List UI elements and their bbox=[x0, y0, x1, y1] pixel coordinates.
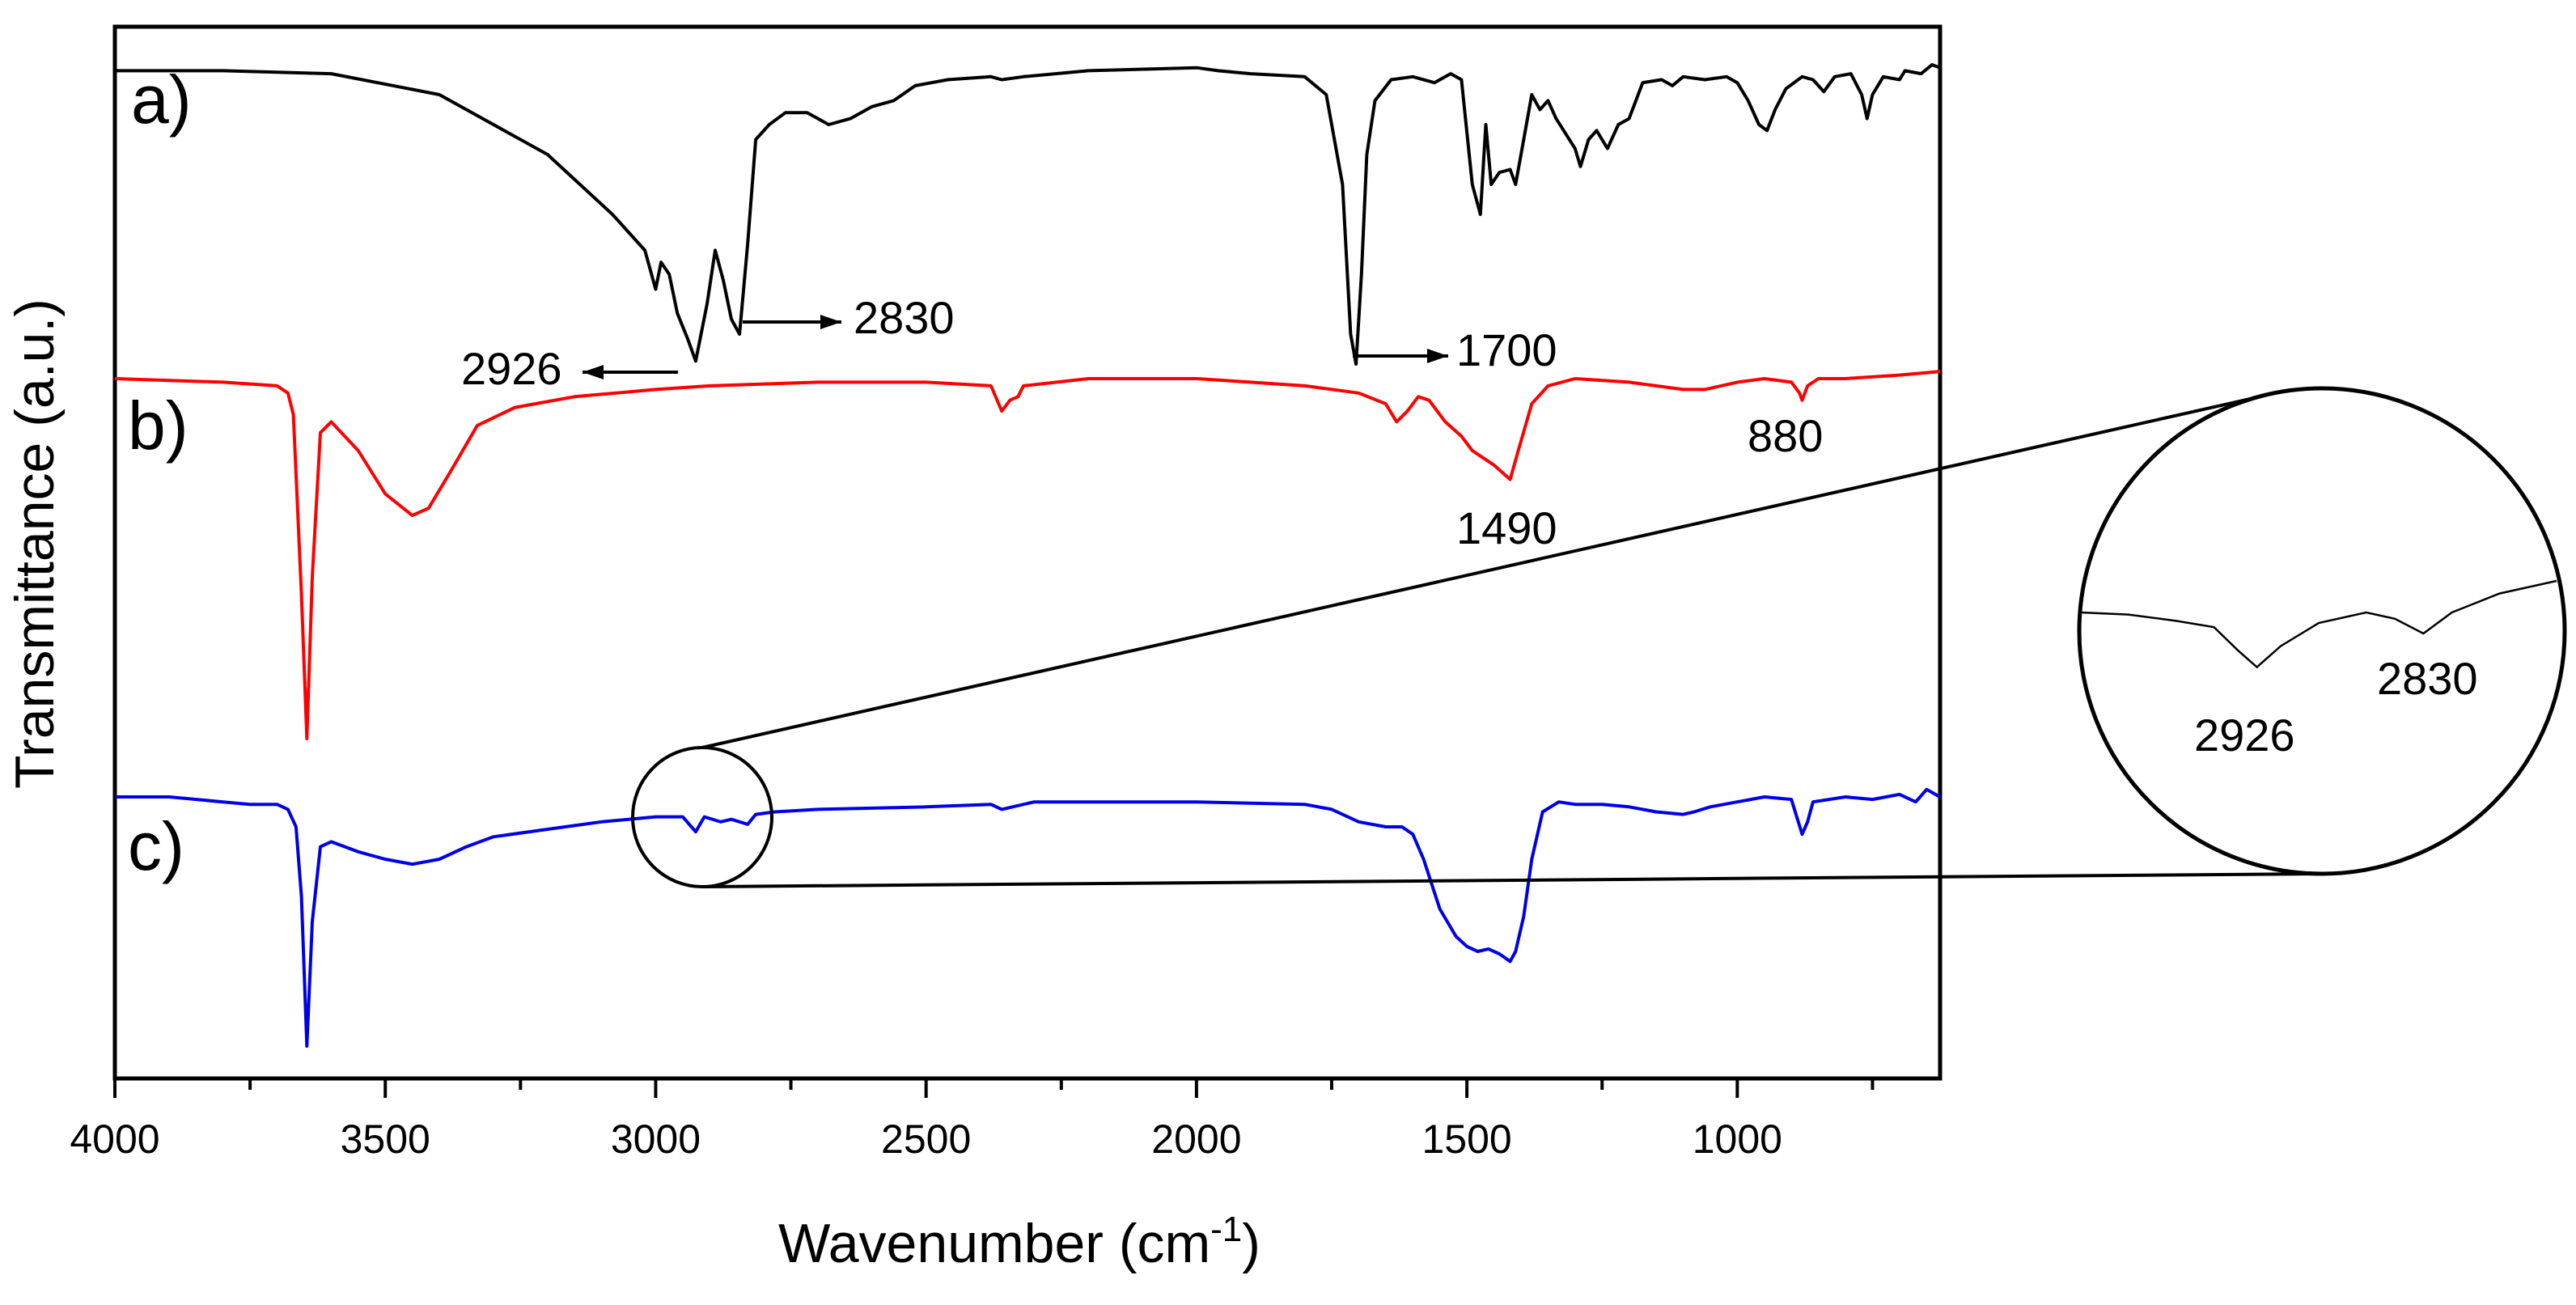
zoom-connector-bottom bbox=[701, 872, 2323, 888]
peak-label-880: 880 bbox=[1748, 410, 1823, 461]
zoom-connector-top bbox=[701, 388, 2290, 749]
peak-arrow-head bbox=[820, 315, 841, 329]
inset-line bbox=[2080, 579, 2557, 669]
plot-frame bbox=[112, 24, 1943, 1081]
series-group: a) b) c) bbox=[114, 61, 1941, 1048]
peak-arrow-head bbox=[1427, 349, 1448, 363]
series-label: c) bbox=[128, 808, 184, 884]
x-tick-label: 1500 bbox=[1421, 1116, 1511, 1162]
peak-label-1490: 1490 bbox=[1456, 502, 1557, 553]
inset-zoom: 2926 2830 bbox=[631, 386, 2567, 888]
series-label: b) bbox=[128, 388, 189, 464]
x-tick-label: 3500 bbox=[341, 1116, 430, 1162]
inset-label-2926: 2926 bbox=[2194, 710, 2295, 761]
plot-area bbox=[112, 24, 1943, 1081]
x-tick-label: 2500 bbox=[881, 1116, 971, 1162]
series-line-1 bbox=[114, 370, 1941, 740]
peak-label-2926: 2926 bbox=[461, 343, 562, 394]
x-tick-label: 4000 bbox=[70, 1116, 159, 1162]
peak-arrow-head bbox=[583, 365, 604, 379]
y-axis-title: Transmittance (a.u.) bbox=[4, 299, 66, 789]
x-tick-label: 3000 bbox=[611, 1116, 701, 1162]
peak-label-1700: 1700 bbox=[1456, 324, 1557, 375]
peak-label-2830: 2830 bbox=[854, 292, 955, 343]
x-tick-label: 1000 bbox=[1693, 1116, 1782, 1162]
x-tick-label: 2000 bbox=[1151, 1116, 1241, 1162]
x-axis-title: Wavenumber (cm-1) bbox=[778, 1210, 1260, 1274]
zoom-inset-circle bbox=[2077, 386, 2567, 876]
inset-label-2830: 2830 bbox=[2377, 653, 2478, 704]
series-label: a) bbox=[131, 61, 192, 138]
series-line-0 bbox=[115, 63, 1941, 366]
series-line-2 bbox=[115, 787, 1941, 1048]
peak-labels: 2926 2830 1700 1490 880 bbox=[461, 292, 1823, 553]
x-axis: 4000 3500 3000 2500 2000 1500 1000 bbox=[70, 1078, 1875, 1162]
